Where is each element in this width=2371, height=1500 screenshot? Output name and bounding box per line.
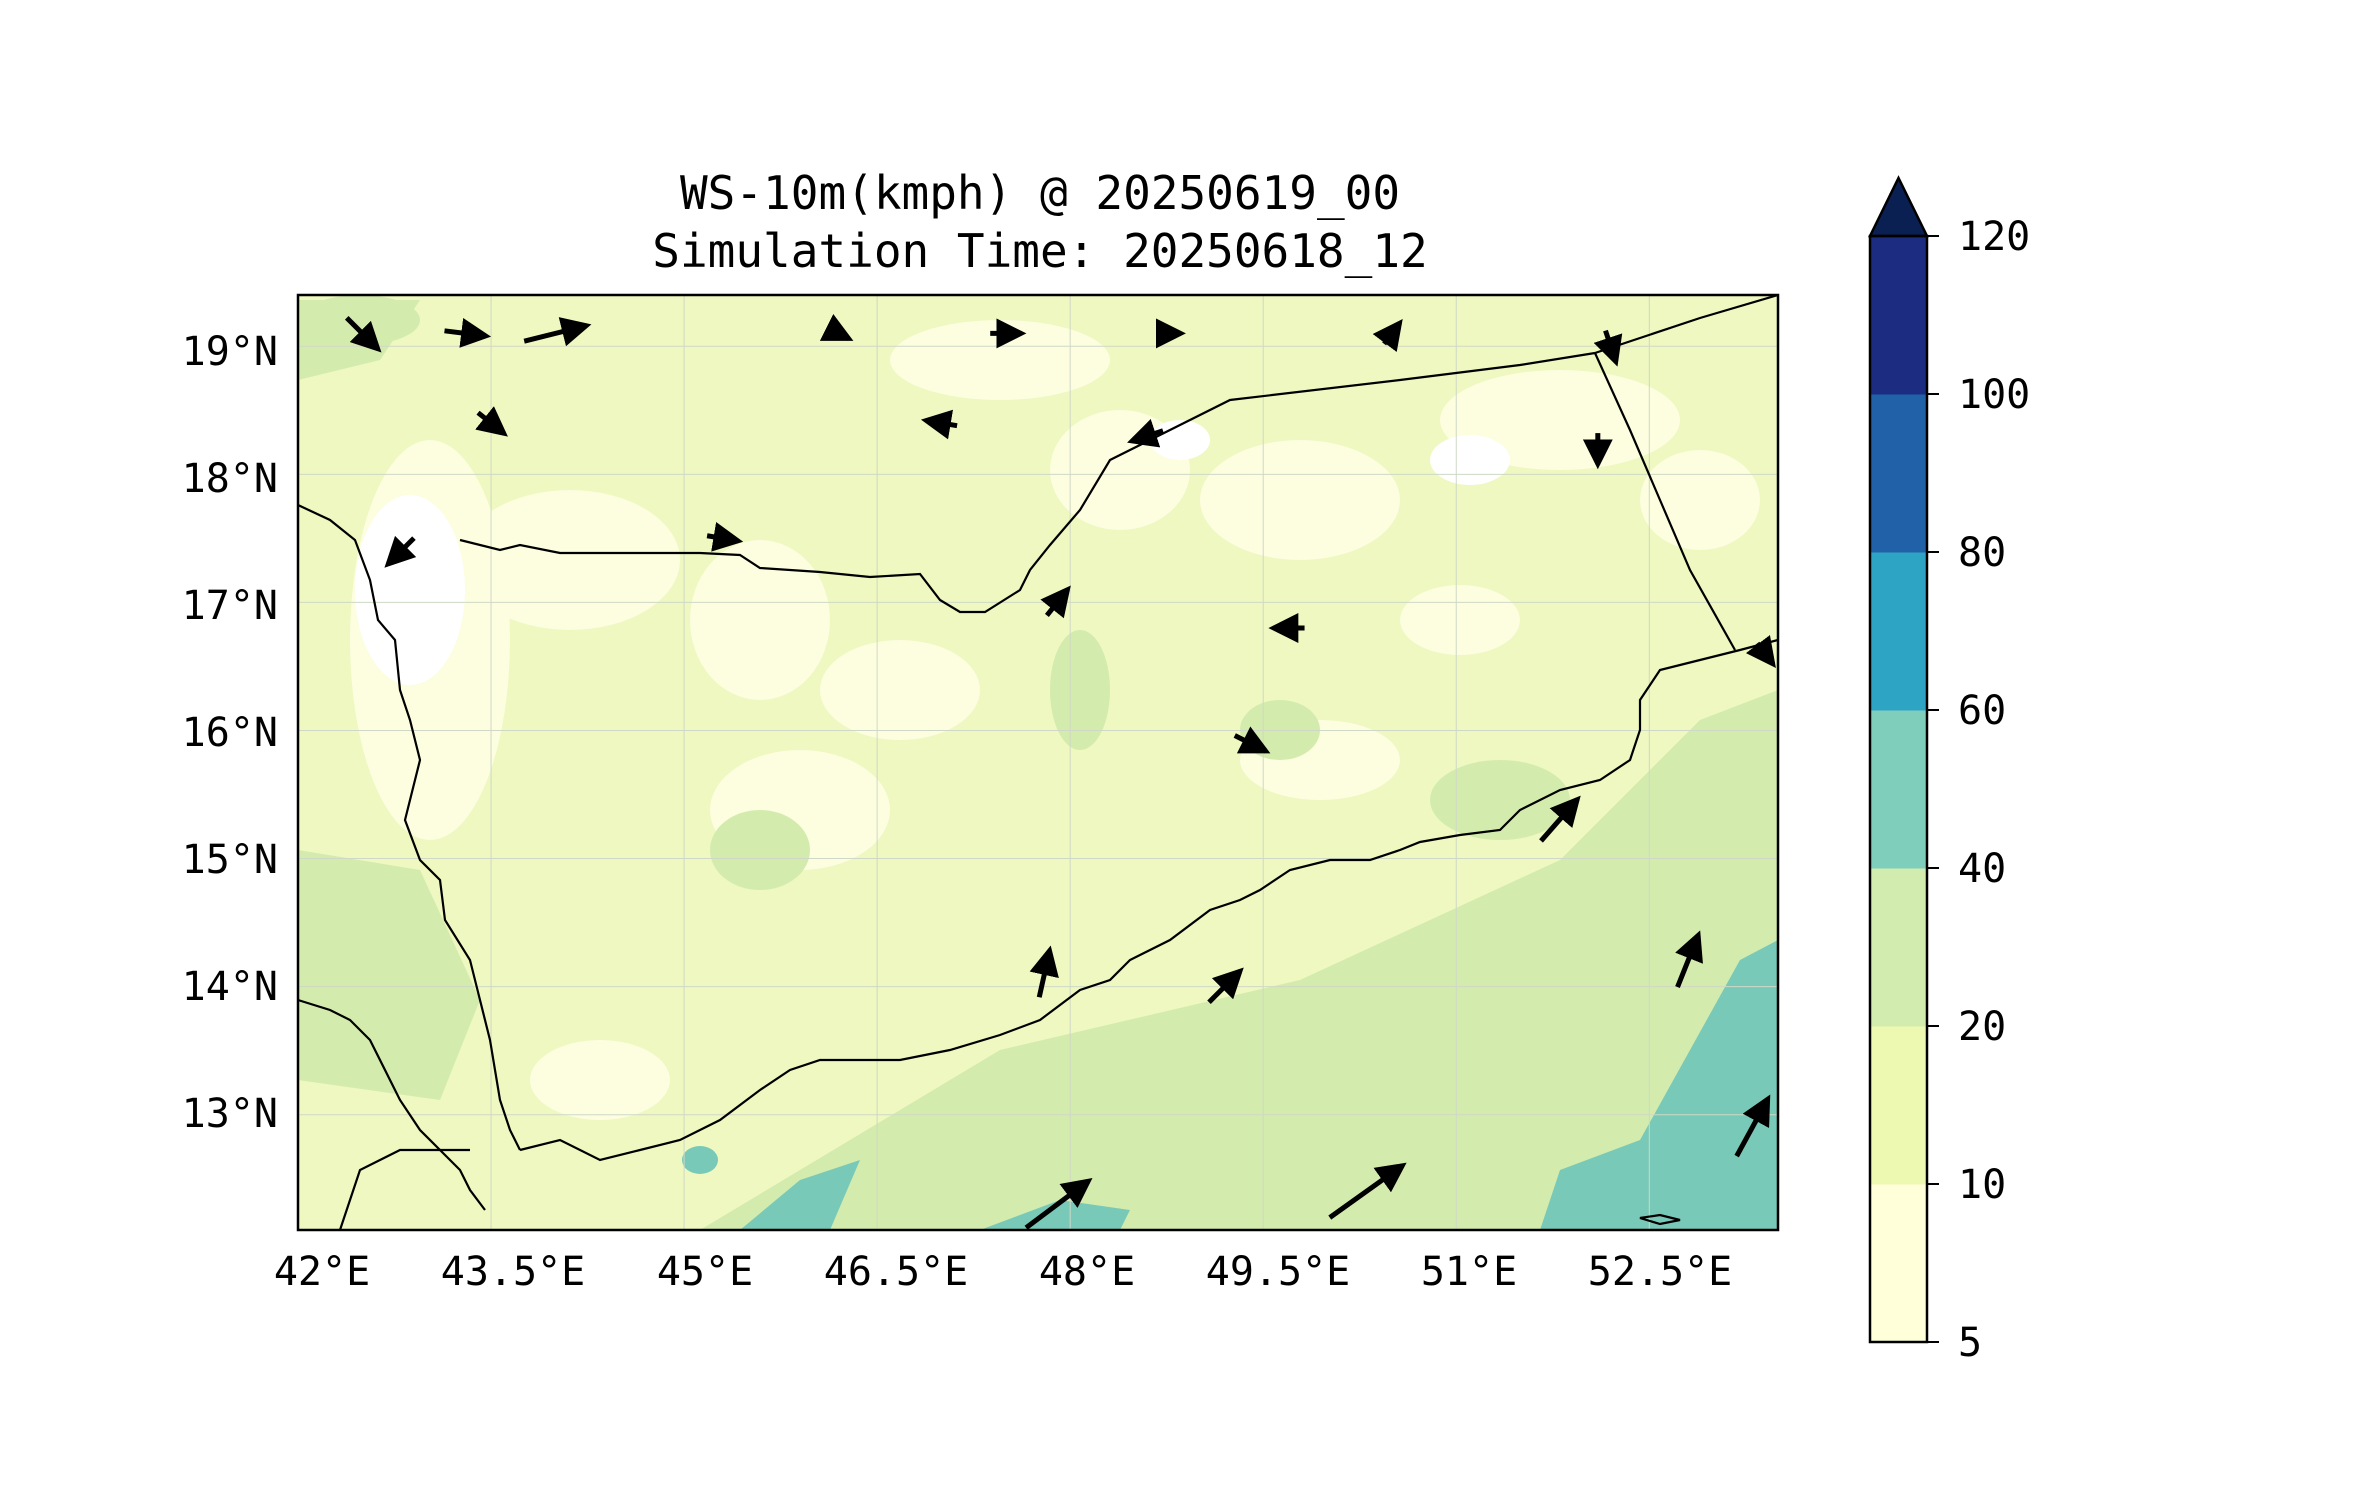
lon-label: 43.5°E <box>441 1249 586 1295</box>
map-subtitle: Simulation Time: 20250618_12 <box>652 224 1428 278</box>
field-light-patches <box>350 320 1760 1120</box>
lon-label: 51°E <box>1421 1249 1517 1295</box>
wind-vectors <box>344 314 1776 1230</box>
colorbar-tick-label: 20 <box>1958 1004 2006 1050</box>
lon-label: 52.5°E <box>1588 1249 1733 1295</box>
wind-arrow <box>1734 1094 1771 1158</box>
lon-label: 46.5°E <box>824 1249 969 1295</box>
wind-arrow <box>819 314 854 341</box>
colorbar-extend-arrow <box>1867 175 1930 238</box>
colorbar-tick-label: 10 <box>1958 1162 2006 1208</box>
oman-border <box>1593 352 1736 651</box>
lon-label: 48°E <box>1039 1249 1135 1295</box>
wind-arrow <box>706 522 744 552</box>
colorbar-segment <box>1870 1026 1927 1185</box>
colorbar-frame <box>1868 234 1929 1344</box>
lat-label: 16°N <box>182 710 278 756</box>
colorbar-tick-label: 40 <box>1958 846 2006 892</box>
saudi-oman-border <box>1594 295 1778 355</box>
colorbar-tick-label: 60 <box>1958 688 2006 734</box>
longitude-axis: 42°E 43.5°E 45°E 46.5°E 48°E 49.5°E 51°E… <box>274 1249 1732 1295</box>
latitude-axis: 19°N 18°N 17°N 16°N 15°N 14°N 13°N <box>182 329 278 1137</box>
lat-label: 14°N <box>182 964 278 1010</box>
wind-arrow <box>344 316 382 353</box>
red-sea-coast <box>298 504 521 1151</box>
colorbar-segment <box>1870 1184 1927 1343</box>
lat-label: 15°N <box>182 837 278 883</box>
socotra-island-coast <box>1639 1213 1681 1226</box>
lat-label: 13°N <box>182 1091 278 1137</box>
colorbar-tick-label: 80 <box>1958 530 2006 576</box>
wind-arrow <box>1372 319 1403 353</box>
colorbar-tick-label: 120 <box>1958 214 2030 260</box>
colorbar-segment <box>1870 394 1927 553</box>
lat-label: 17°N <box>182 583 278 629</box>
wind-arrow <box>1593 329 1623 367</box>
wind-arrow <box>1675 930 1703 988</box>
field-calm-spots <box>355 420 1510 685</box>
wind-arrow <box>1745 635 1776 669</box>
african-coast <box>298 998 486 1211</box>
colorbar-segment <box>1870 710 1927 869</box>
map-frame <box>296 293 1780 1232</box>
wind-arrow <box>444 318 492 348</box>
wind-arrow <box>1328 1162 1407 1220</box>
lon-label: 42°E <box>274 1249 370 1295</box>
wind-arrow <box>1233 726 1271 754</box>
wind-arrow <box>1539 795 1581 843</box>
wind-arrow <box>1040 585 1071 619</box>
gridlines <box>297 295 1778 1230</box>
wind-arrow <box>920 409 958 440</box>
field-mid-patches <box>298 295 1778 1230</box>
wind-arrow <box>1029 945 1059 998</box>
wind-arrow <box>384 535 417 568</box>
wind-arrow <box>523 317 592 347</box>
colorbar-segment <box>1870 868 1927 1027</box>
lat-label: 18°N <box>182 456 278 502</box>
colorbar <box>1867 175 1939 1344</box>
colorbar-segment <box>1870 552 1927 711</box>
map-title: WS-10m(kmph) @ 20250619_00 <box>679 166 1401 220</box>
colorbar-labels: 5 10 20 40 60 80 100 120 <box>1958 214 2030 1366</box>
lon-label: 45°E <box>657 1249 753 1295</box>
colorbar-tick-label: 5 <box>1958 1320 1982 1366</box>
eritrea-ethiopia-border <box>338 1148 470 1230</box>
lon-label: 49.5°E <box>1206 1249 1351 1295</box>
wind-arrow <box>1127 418 1164 448</box>
yemen-south-coast <box>519 638 1778 1162</box>
coastlines-and-borders <box>298 295 1778 1230</box>
colorbar-segment <box>1870 236 1927 395</box>
lat-label: 19°N <box>182 329 278 375</box>
wind-arrow <box>475 406 508 437</box>
wind-speed-field <box>298 295 1778 1230</box>
wind-arrow <box>1024 1177 1093 1230</box>
colorbar-tick-label: 100 <box>1958 372 2030 418</box>
wind-arrow <box>1207 967 1244 1005</box>
